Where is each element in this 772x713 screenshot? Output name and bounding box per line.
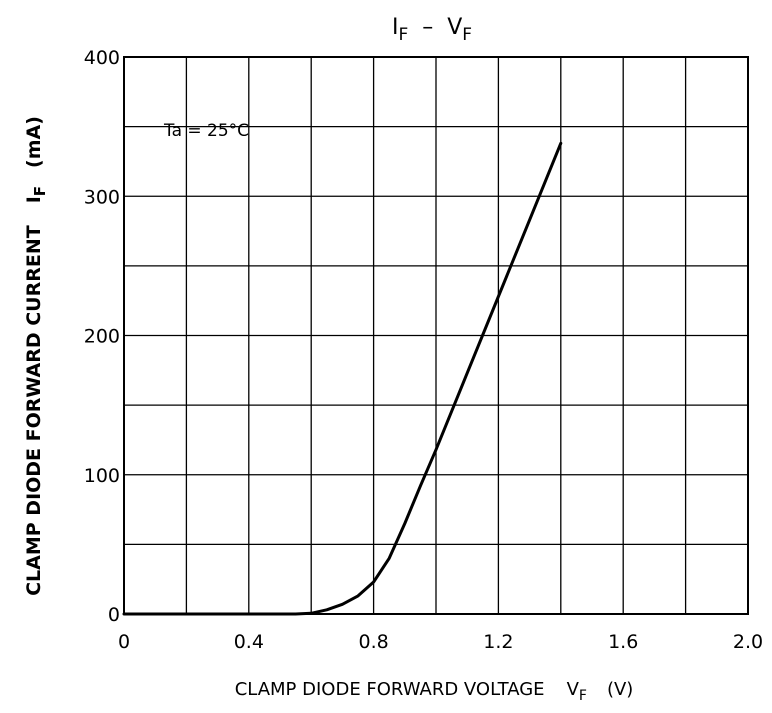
y-tick-labels: 0 100 200 300 400 bbox=[84, 47, 120, 626]
y-tick-label: 300 bbox=[84, 186, 120, 208]
x-tick-label: 0 bbox=[118, 631, 130, 653]
y-tick-label: 0 bbox=[108, 604, 120, 626]
y-axis-label: CLAMP DIODE FORWARD CURRENTIF(mA) bbox=[23, 116, 49, 596]
grid-lines bbox=[124, 57, 748, 614]
x-tick-label: 2.0 bbox=[733, 631, 763, 653]
x-axis-label: CLAMP DIODE FORWARD VOLTAGE VF (V) bbox=[235, 679, 634, 704]
if-vf-curve bbox=[122, 141, 563, 616]
x-tick-label: 1.6 bbox=[608, 631, 638, 653]
plot-frame bbox=[123, 56, 749, 615]
x-tick-label: 0.4 bbox=[234, 631, 264, 653]
y-tick-label: 100 bbox=[84, 465, 120, 487]
temperature-annotation: Ta = 25°C bbox=[163, 121, 249, 141]
chart-title: IF – VF bbox=[392, 15, 472, 45]
x-tick-label: 1.2 bbox=[483, 631, 513, 653]
x-tick-label: 0.8 bbox=[358, 631, 388, 653]
y-tick-label: 200 bbox=[84, 326, 120, 348]
y-tick-label: 400 bbox=[84, 47, 120, 69]
x-tick-labels: 0 0.4 0.8 1.2 1.6 2.0 bbox=[118, 631, 763, 653]
